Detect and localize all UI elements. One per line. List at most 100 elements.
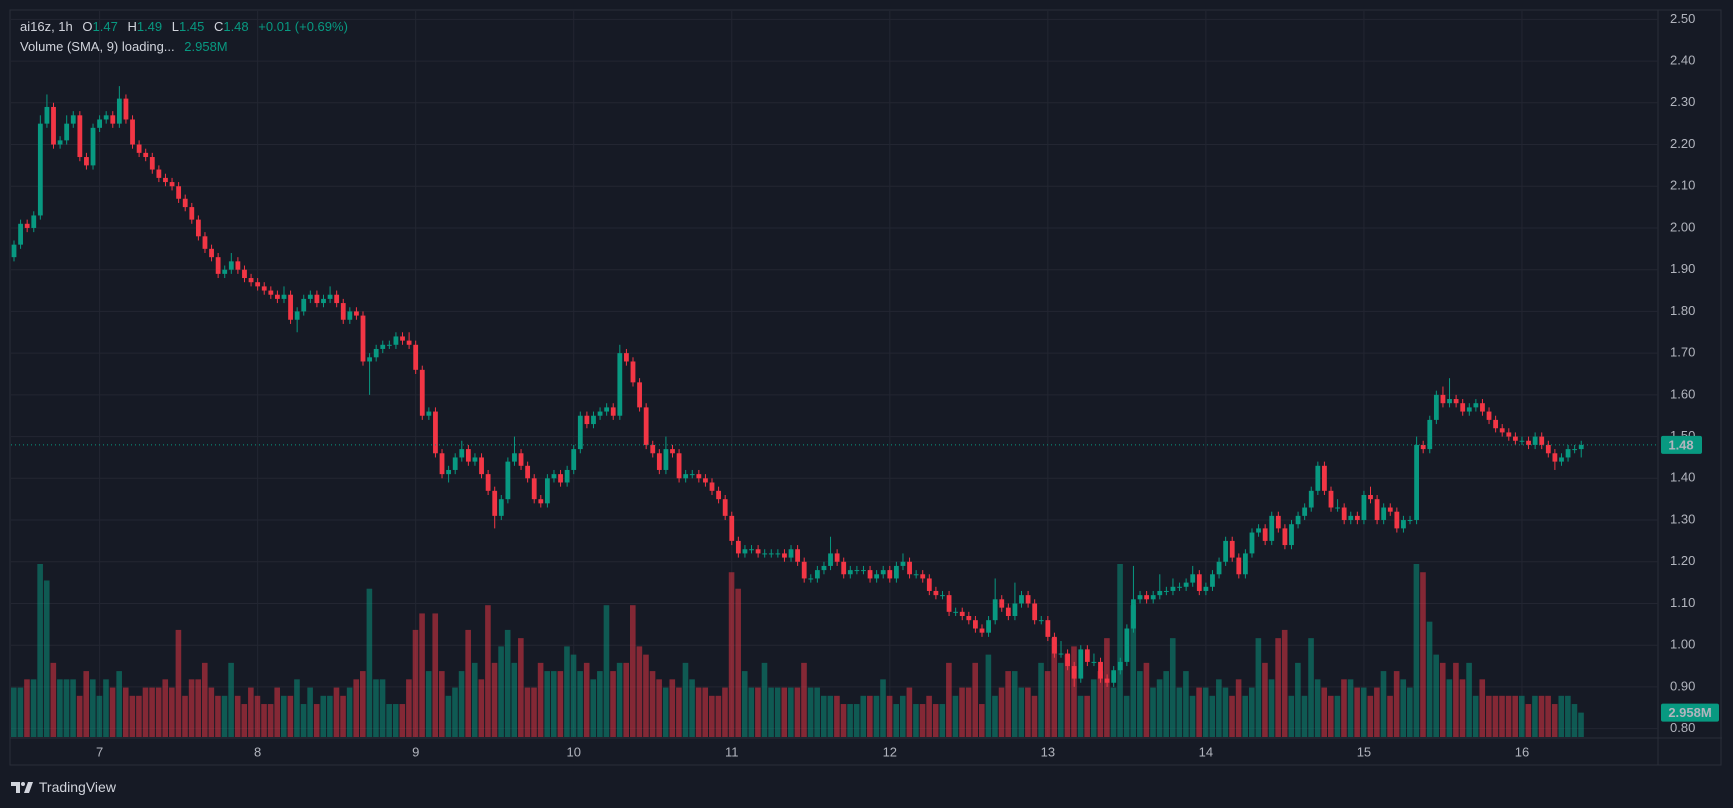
- volume-bar: [735, 588, 741, 737]
- candle-body: [1394, 511, 1400, 529]
- volume-bar: [926, 695, 932, 737]
- candle-body: [84, 157, 89, 166]
- candle-body: [841, 561, 847, 575]
- volume-bar: [1354, 687, 1360, 737]
- y-tick-label: 1.80: [1670, 303, 1695, 318]
- candle-body: [656, 453, 662, 470]
- brand: TradingView: [38, 779, 116, 795]
- volume-bar: [1393, 671, 1400, 737]
- candle-body: [1526, 440, 1531, 445]
- candle-body: [1223, 540, 1229, 562]
- candle-body: [1512, 436, 1518, 441]
- candle-body: [788, 549, 794, 558]
- volume-bar: [774, 687, 781, 737]
- candle-body: [1506, 432, 1512, 437]
- volume-bar: [1255, 638, 1262, 737]
- candle-body: [1354, 515, 1360, 521]
- candle-body: [1414, 444, 1420, 521]
- candle-body: [1295, 515, 1301, 525]
- volume-bar: [458, 671, 465, 737]
- candle-body: [1098, 661, 1103, 679]
- pane-border: [9, 9, 1722, 766]
- volume-bar: [834, 695, 840, 737]
- x-tick-label: 14: [1199, 744, 1213, 759]
- volume-bar: [1459, 679, 1466, 737]
- volume-bar: [1505, 695, 1512, 737]
- volume-bar: [847, 704, 853, 737]
- volume-bar: [1275, 638, 1281, 737]
- candle-body: [795, 549, 801, 562]
- candle-body: [1499, 428, 1505, 433]
- y-tick-label: 2.20: [1670, 136, 1695, 151]
- y-tick-label: 1.90: [1670, 261, 1695, 276]
- y-tick-label: 2.40: [1670, 53, 1695, 68]
- candle-body: [31, 215, 37, 228]
- volume-bar: [1130, 605, 1137, 737]
- candle-body: [1427, 419, 1433, 450]
- volume-bar: [518, 638, 524, 737]
- volume-bar: [1281, 629, 1288, 737]
- candle-body: [334, 294, 340, 304]
- candle-body: [1032, 603, 1038, 621]
- volume-bar: [11, 687, 17, 737]
- candle-body: [1374, 499, 1380, 521]
- volume-bar: [531, 687, 537, 737]
- volume-bar: [1347, 679, 1354, 737]
- y-tick-label: 1.30: [1670, 511, 1695, 526]
- volume-bar: [1367, 695, 1374, 737]
- volume-bar: [1420, 572, 1426, 737]
- candle-body: [762, 553, 768, 555]
- volume-bar: [616, 662, 623, 737]
- volume-bar: [340, 695, 346, 737]
- volume-bar: [76, 695, 83, 737]
- volume-bar: [1334, 695, 1341, 737]
- candle-body: [617, 353, 623, 416]
- volume-bar: [788, 687, 794, 737]
- volume-bar: [1064, 654, 1071, 737]
- candle-body: [479, 457, 484, 475]
- volume-bar: [715, 695, 722, 737]
- volume-bar: [313, 704, 320, 737]
- volume-bar: [412, 629, 419, 737]
- candle-body: [130, 119, 135, 145]
- candle-body: [288, 294, 293, 320]
- candle-body: [360, 315, 366, 362]
- volume-bar: [1314, 679, 1321, 737]
- volume-bar: [169, 687, 175, 737]
- volume-bar: [959, 687, 965, 737]
- volume-bar: [1499, 695, 1505, 737]
- open-value: 1.47: [92, 19, 118, 34]
- volume-bar: [419, 613, 425, 737]
- candle-body: [1091, 661, 1097, 663]
- volume-bar: [1176, 687, 1183, 737]
- candle-body: [439, 453, 445, 475]
- volume-bar: [182, 695, 188, 737]
- candle-body: [1315, 465, 1321, 491]
- volume-bar: [70, 679, 76, 737]
- price-badge-label: 1.48: [1668, 437, 1693, 452]
- volume-bar: [1202, 687, 1209, 737]
- volume-bar: [1110, 687, 1117, 737]
- x-tick-label: 13: [1041, 744, 1055, 759]
- volume-bar: [1044, 671, 1051, 737]
- candle-body: [307, 294, 313, 299]
- volume-bar: [1163, 671, 1169, 737]
- x-tick-label: 7: [96, 744, 103, 759]
- volume-bar: [155, 687, 162, 737]
- y-tick-label: 2.00: [1670, 219, 1695, 234]
- volume-badge-label: 2.958M: [1668, 705, 1711, 720]
- candle-body: [498, 499, 504, 516]
- candle-body: [1433, 394, 1439, 420]
- volume-bar: [676, 687, 682, 737]
- candle-body: [808, 578, 814, 580]
- candle-body: [386, 344, 392, 346]
- volume-bar: [972, 662, 979, 737]
- volume-bar: [1433, 654, 1439, 737]
- candle-body: [189, 207, 195, 220]
- volume-bar: [195, 679, 201, 737]
- x-tick-label: 8: [254, 744, 261, 759]
- candle-body: [907, 561, 912, 575]
- legend-row: ai16z, 1h O1.47 H1.49 L1.45 C1.48 +0.01 …: [20, 19, 348, 34]
- volume-bar: [1328, 695, 1334, 737]
- volume-bar: [564, 646, 570, 737]
